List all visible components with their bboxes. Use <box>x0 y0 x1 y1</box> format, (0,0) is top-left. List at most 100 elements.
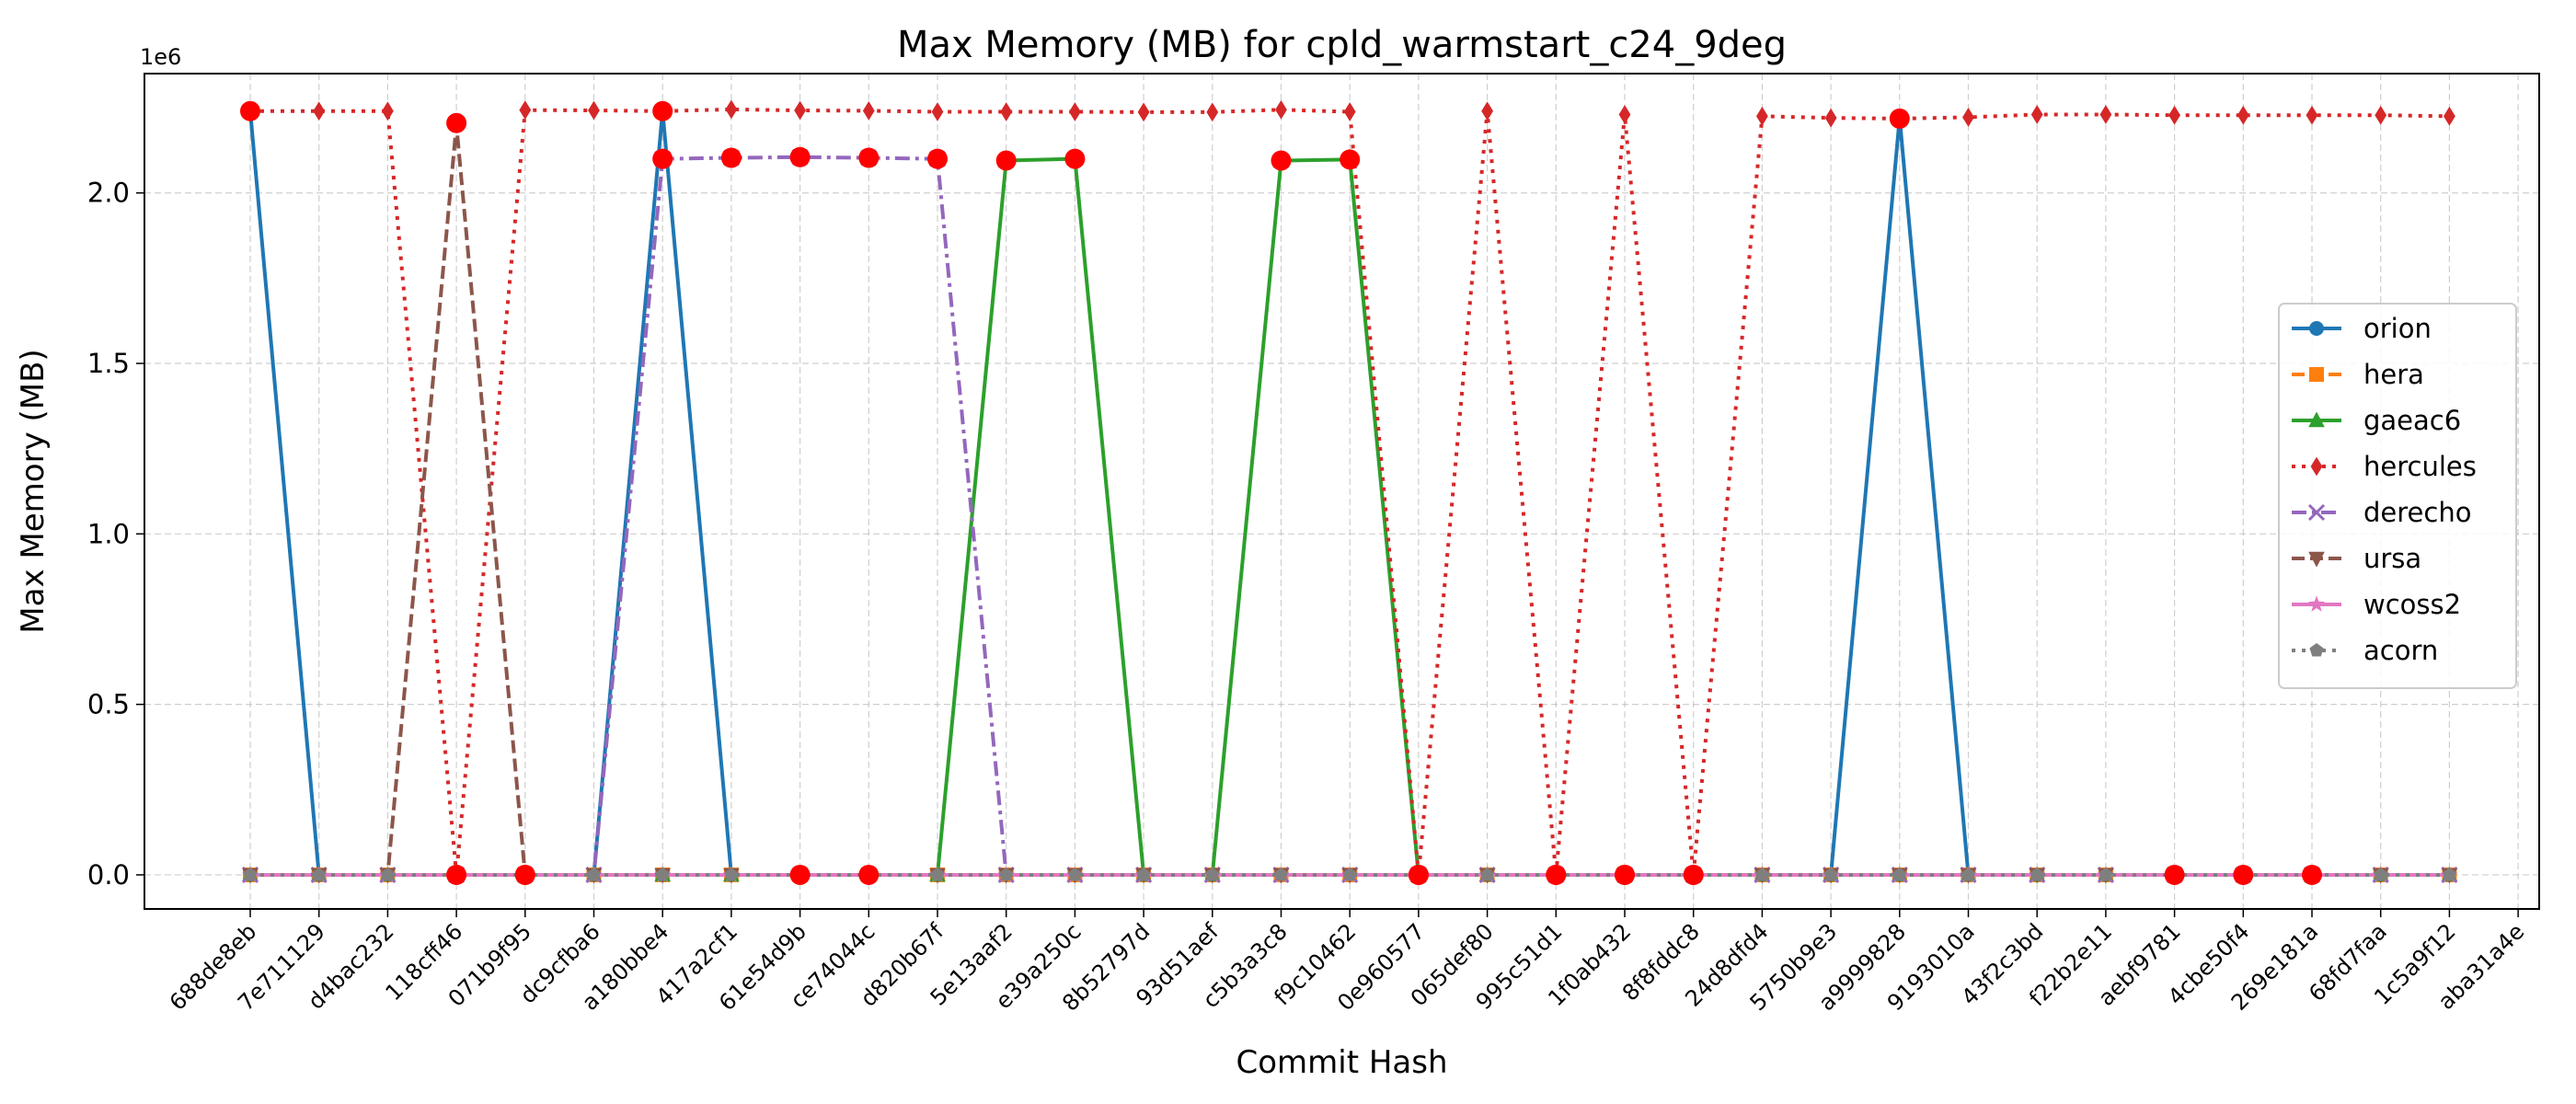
data-point-hercules <box>1000 102 1013 121</box>
highlight-point <box>1064 148 1086 169</box>
data-point-hercules <box>382 101 394 121</box>
legend-item-orion: orion <box>2292 313 2432 344</box>
highlight-point <box>1683 864 1704 885</box>
legend-label: wcoss2 <box>2363 589 2461 620</box>
data-point-hercules <box>1618 105 1631 124</box>
legend-marker <box>2309 321 2324 336</box>
data-point-acorn <box>380 867 396 881</box>
data-point-hercules <box>2030 105 2043 124</box>
series-acorn <box>243 867 2457 881</box>
legend-item-gaeac6: gaeac6 <box>2292 405 2461 436</box>
legend-label: hercules <box>2363 451 2477 482</box>
data-point-acorn <box>1892 867 1907 881</box>
y-tick-label: 2.0 <box>87 178 130 209</box>
highlight-point <box>995 150 1017 171</box>
legend-label: hera <box>2363 359 2424 390</box>
highlight-layer <box>240 100 2322 885</box>
data-point-acorn <box>1342 867 1357 881</box>
highlight-point <box>858 864 880 885</box>
legend-marker <box>2307 595 2326 612</box>
highlight-point <box>2164 864 2185 885</box>
data-point-acorn <box>1273 867 1289 881</box>
y-tick-label: 0.0 <box>87 859 130 891</box>
legend-marker <box>2308 551 2325 568</box>
data-point-hercules <box>1962 108 1974 127</box>
data-point-acorn <box>2442 867 2457 881</box>
data-point-hercules <box>1343 102 1356 121</box>
highlight-point <box>652 148 673 169</box>
highlight-point <box>720 147 742 168</box>
data-point-acorn <box>1754 867 1770 881</box>
legend-item-hera: hera <box>2292 359 2424 390</box>
data-point-acorn <box>1479 867 1495 881</box>
highlight-point <box>652 100 673 121</box>
y-tick-label: 1.0 <box>87 518 130 549</box>
y-tick-label: 1.5 <box>87 348 130 379</box>
highlight-point <box>1889 108 1910 129</box>
highlight-point <box>1340 149 1361 170</box>
series-line-hercules <box>250 107 2450 877</box>
data-point-acorn <box>1136 867 1151 881</box>
data-point-hercules <box>1481 101 1493 121</box>
data-point-hercules <box>2444 106 2455 126</box>
y-offset-label: 1e6 <box>140 44 181 70</box>
legend-item-wcoss2: wcoss2 <box>2292 589 2461 620</box>
legend-label: derecho <box>2363 497 2471 528</box>
legend: orion hera gaeac6 hercules derecho ursa wcoss2… <box>2278 303 2517 689</box>
data-point-hercules <box>1756 106 1768 126</box>
data-point-hercules <box>1137 102 1150 122</box>
legend-item-ursa: ursa <box>2292 543 2421 574</box>
data-point-acorn <box>243 867 258 881</box>
data-point-hercules <box>2237 105 2249 125</box>
grid-layer <box>144 74 2539 909</box>
data-point-acorn <box>2374 867 2388 881</box>
highlight-point <box>1546 864 1567 885</box>
data-point-acorn <box>1205 867 1220 881</box>
data-point-acorn <box>1823 867 1838 881</box>
data-point-acorn <box>1067 867 1083 881</box>
data-point-hercules <box>1824 108 1837 128</box>
legend-label: ursa <box>2363 543 2421 574</box>
legend-box <box>2278 303 2517 689</box>
data-point-acorn <box>312 867 327 881</box>
data-point-acorn <box>2030 867 2044 881</box>
legend-marker <box>2307 503 2326 522</box>
data-point-hercules <box>2099 105 2112 124</box>
data-point-hercules <box>588 100 600 121</box>
x-axis-label: Commit Hash <box>1236 1044 1447 1081</box>
legend-marker <box>2310 456 2323 477</box>
axes-frame <box>144 73 2540 910</box>
data-point-hercules <box>2306 105 2318 125</box>
data-point-acorn <box>655 867 670 881</box>
highlight-point <box>1271 150 1292 171</box>
legend-label: orion <box>2363 313 2432 344</box>
legend-item-acorn: acorn <box>2292 635 2438 666</box>
data-point-hercules <box>2168 105 2180 125</box>
data-point-hercules <box>1275 99 1287 120</box>
data-point-acorn <box>1961 867 1976 881</box>
highlight-point <box>514 864 535 885</box>
data-point-acorn <box>999 867 1014 881</box>
data-point-acorn <box>930 867 945 881</box>
highlight-point <box>927 148 948 169</box>
data-point-hercules <box>1069 102 1081 121</box>
legend-label: acorn <box>2363 635 2438 666</box>
data-point-hercules <box>519 100 532 121</box>
legend-item-hercules: hercules <box>2292 451 2477 482</box>
data-point-hercules <box>1206 102 1219 122</box>
data-point-hercules <box>2375 105 2387 125</box>
legend-marker <box>2308 411 2325 428</box>
data-point-acorn <box>586 867 602 881</box>
highlight-point <box>789 864 811 885</box>
highlight-point <box>446 864 467 885</box>
legend-marker <box>2309 643 2324 657</box>
data-point-hercules <box>725 99 738 120</box>
data-point-acorn <box>2099 867 2113 881</box>
highlight-point <box>789 146 811 167</box>
chart-title: Max Memory (MB) for cpld_warmstart_c24_9… <box>897 24 1787 66</box>
highlight-point <box>446 112 467 133</box>
data-point-hercules <box>931 102 944 121</box>
data-point-acorn <box>724 867 739 881</box>
data-point-hercules <box>862 100 875 121</box>
